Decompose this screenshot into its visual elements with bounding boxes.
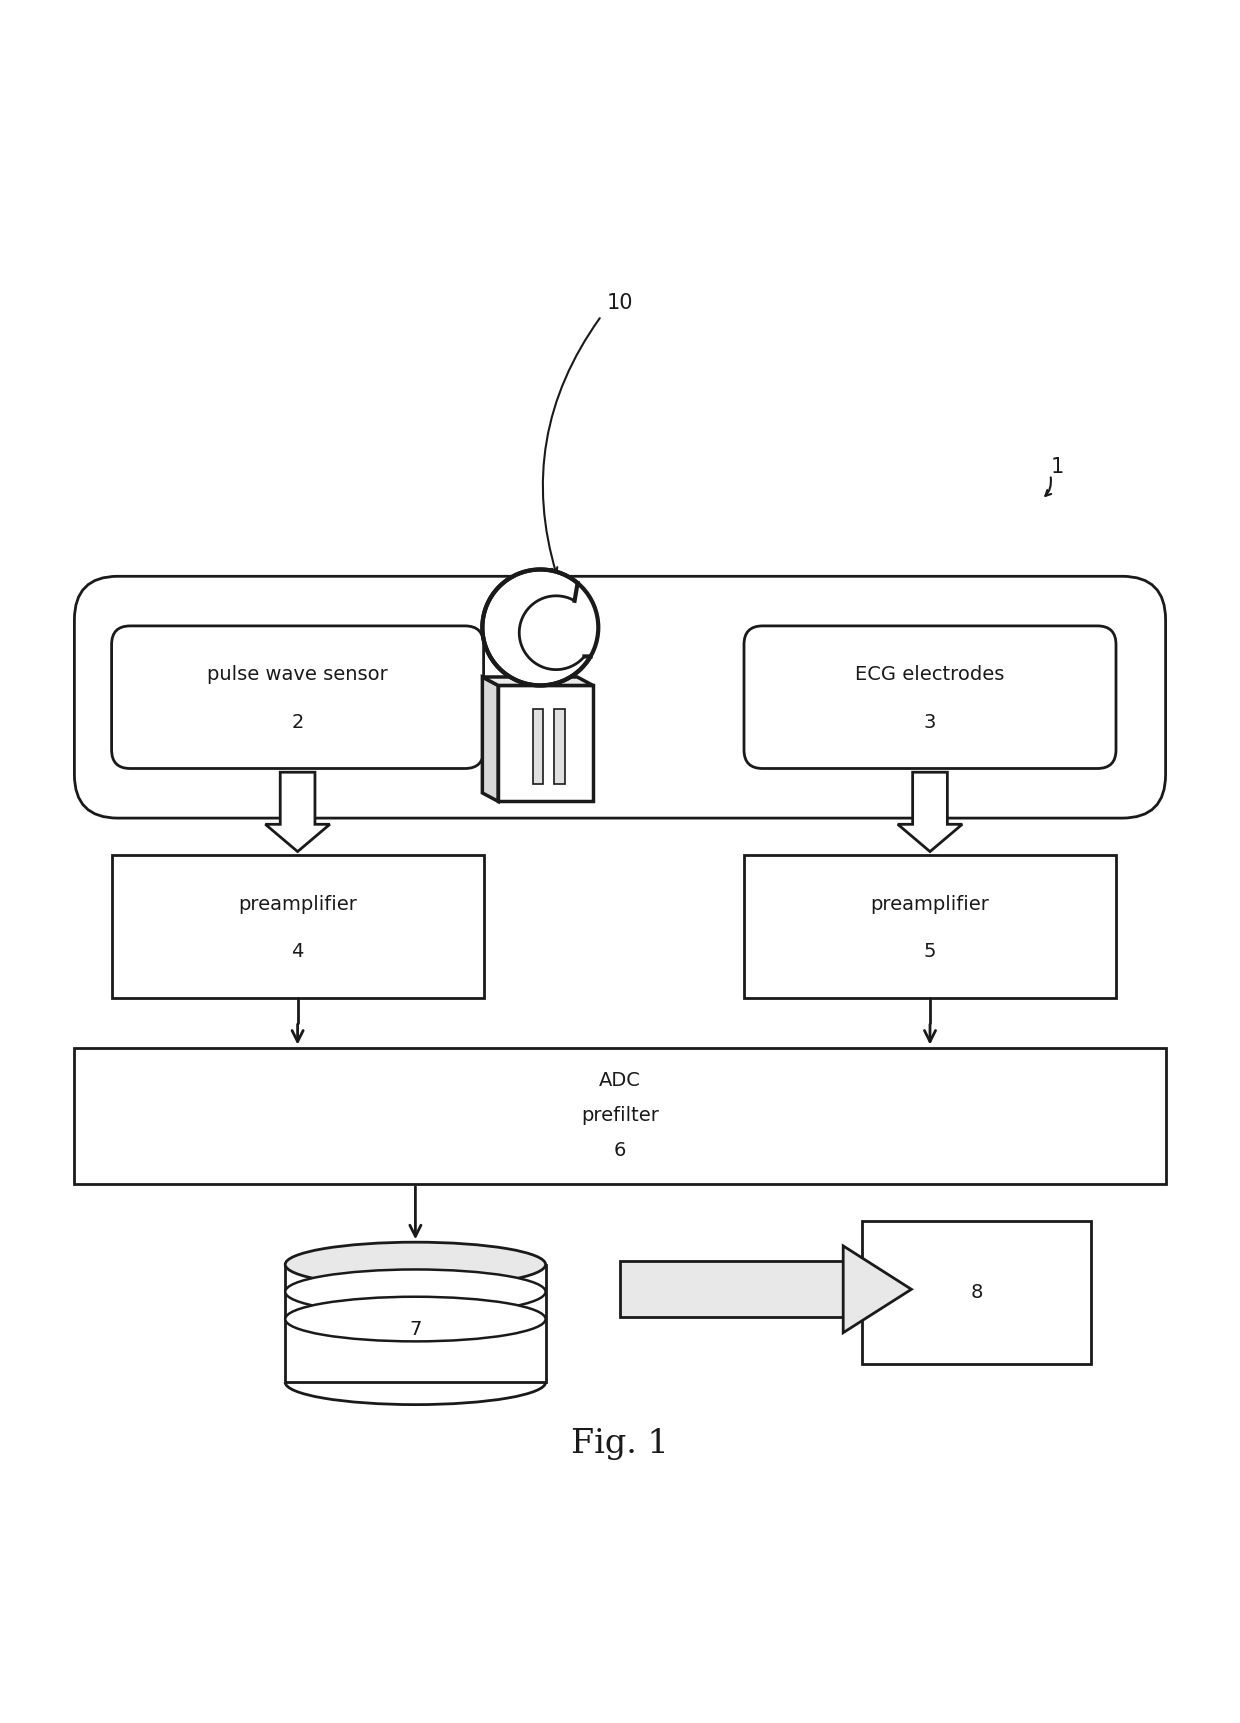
Polygon shape bbox=[898, 772, 962, 851]
Text: 8: 8 bbox=[971, 1284, 982, 1303]
Bar bbox=[554, 708, 564, 784]
Text: preamplifier: preamplifier bbox=[238, 894, 357, 913]
Text: 2: 2 bbox=[291, 713, 304, 732]
Text: 6: 6 bbox=[614, 1141, 626, 1160]
Bar bbox=[285, 1265, 546, 1382]
Polygon shape bbox=[843, 1246, 911, 1332]
Polygon shape bbox=[265, 772, 330, 851]
Polygon shape bbox=[482, 677, 498, 801]
Text: 3: 3 bbox=[924, 713, 936, 732]
Ellipse shape bbox=[285, 1242, 546, 1287]
Text: prefilter: prefilter bbox=[582, 1106, 658, 1125]
Text: 4: 4 bbox=[291, 942, 304, 961]
Text: ECG electrodes: ECG electrodes bbox=[856, 665, 1004, 684]
Text: ADC: ADC bbox=[599, 1072, 641, 1091]
Bar bbox=[862, 1222, 1091, 1363]
Text: 5: 5 bbox=[924, 942, 936, 961]
Text: Fig. 1: Fig. 1 bbox=[572, 1428, 668, 1461]
Text: 1: 1 bbox=[1052, 457, 1064, 477]
Bar bbox=[498, 686, 593, 801]
Ellipse shape bbox=[285, 1297, 546, 1342]
Text: 10: 10 bbox=[606, 293, 634, 314]
Bar bbox=[744, 855, 1116, 998]
FancyBboxPatch shape bbox=[112, 625, 484, 768]
Polygon shape bbox=[482, 677, 593, 686]
Bar bbox=[620, 1261, 843, 1316]
Circle shape bbox=[482, 570, 599, 686]
Text: 7: 7 bbox=[409, 1320, 422, 1339]
Bar bbox=[112, 855, 484, 998]
Text: pulse wave sensor: pulse wave sensor bbox=[207, 665, 388, 684]
Bar bbox=[533, 708, 543, 784]
FancyBboxPatch shape bbox=[74, 575, 1166, 818]
FancyBboxPatch shape bbox=[744, 625, 1116, 768]
Ellipse shape bbox=[285, 1270, 546, 1315]
Bar bbox=[74, 1048, 1166, 1184]
Text: preamplifier: preamplifier bbox=[870, 894, 990, 913]
Circle shape bbox=[520, 596, 593, 670]
